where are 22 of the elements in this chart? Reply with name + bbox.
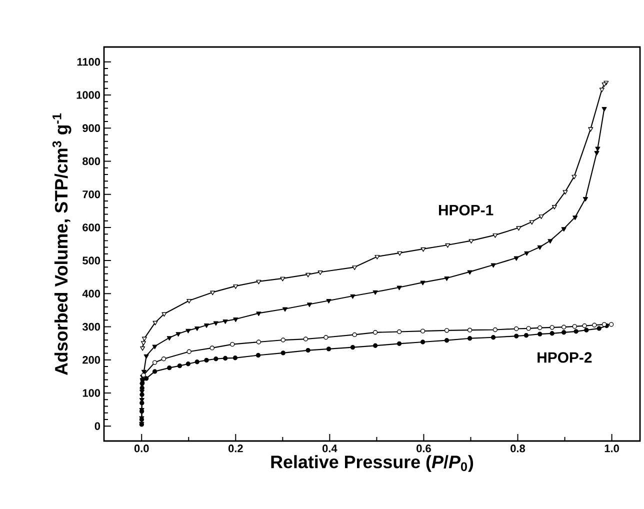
annotation: HPOP-1 (438, 204, 494, 216)
annotation: HPOP-2 (538, 352, 592, 363)
y-tick-label: 300 (82, 322, 100, 331)
y-tick-label: 0 (94, 422, 100, 430)
y-tick-label: 400 (82, 290, 100, 298)
y-tick-label: 1100 (77, 58, 100, 66)
x-tick-label: 0.0 (134, 444, 149, 452)
x-tick-label: 0.6 (416, 444, 431, 452)
x-tick-label: 0.4 (322, 444, 338, 452)
y-tick-label: 200 (82, 356, 100, 364)
x-tick-label: 1.0 (604, 444, 619, 452)
y-tick-label: 900 (82, 124, 100, 132)
y-tick-label: 700 (82, 190, 100, 198)
y-axis-title: Adsorbed Volume, STP/cm$^{3}$ g$^{-1}$ (52, 113, 72, 376)
y-tick-label: 100 (82, 389, 100, 397)
y-tick-label: 1000 (76, 91, 100, 99)
x-axis-title: Relative Pressure (P/P$_{0}$) (271, 455, 474, 472)
y-tick-label: 500 (82, 256, 100, 264)
x-tick-label: 0.8 (510, 444, 526, 452)
x-tick-label: 0.2 (228, 444, 243, 452)
y-tick-label: 600 (82, 224, 100, 232)
y-tick-label: 800 (82, 157, 100, 166)
